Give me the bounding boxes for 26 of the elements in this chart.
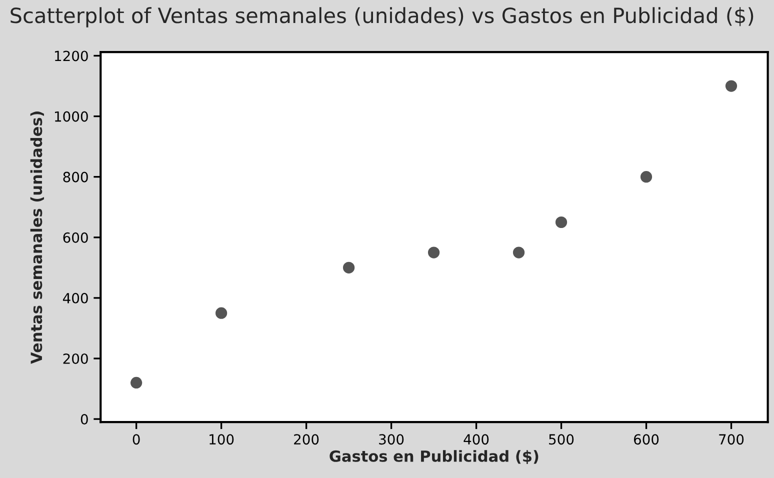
y-tick-label: 400: [62, 292, 88, 304]
y-tick-label: 200: [63, 353, 88, 364]
point: [342, 262, 355, 274]
point: [130, 376, 142, 389]
x-tick-label: 300: [379, 434, 404, 445]
x-tick-label: 400: [464, 434, 489, 445]
y-axis-title: Ventas semanales (unidades): [30, 112, 44, 364]
x-axis-title: Gastos en Publicidad ($): [330, 450, 538, 464]
chart-title: Scatterplot of Ventas semanales (unidades) vs Gastos en Publicidad ($): [10, 7, 754, 28]
y-tick-label: 600: [63, 232, 88, 243]
x-tick-label: 200: [294, 434, 319, 445]
x-tick-label: 0: [132, 434, 140, 445]
x-tick-label: 500: [549, 434, 574, 445]
point: [555, 216, 568, 228]
y-tick-label: 800: [63, 172, 88, 182]
x-tick-label: 700: [719, 434, 744, 445]
point: [428, 246, 440, 258]
y-tick-label: 0: [80, 414, 88, 425]
x-tick-label: 600: [634, 434, 659, 445]
point: [640, 171, 652, 183]
y-tick-label: 1000: [54, 111, 88, 122]
point: [725, 80, 738, 92]
x-tick-label: 100: [210, 434, 234, 445]
point: [512, 246, 525, 258]
y-tick-label: 1200: [54, 50, 88, 62]
point: [216, 307, 228, 319]
